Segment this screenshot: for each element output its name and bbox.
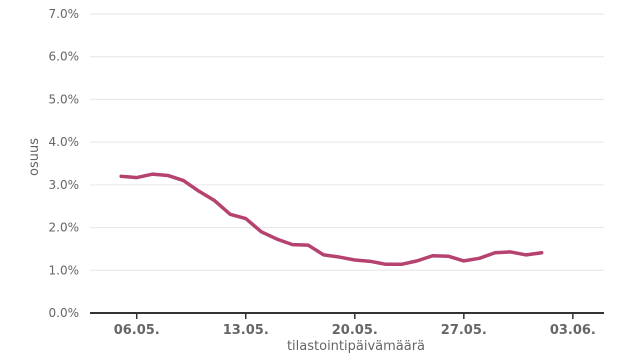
y-tick-label: 1.0%	[49, 263, 80, 277]
y-axis-tick-labels: 0.0% 1.0% 2.0% 3.0% 4.0% 5.0% 6.0% 7.0%	[49, 7, 80, 320]
series-group	[119, 172, 544, 267]
x-tick-label: 13.05.	[223, 323, 269, 338]
x-tick-label: 20.05.	[332, 323, 378, 338]
y-tick-label: 2.0%	[49, 221, 80, 235]
x-tick-label: 06.05.	[114, 323, 160, 338]
x-axis-title: tilastointipäivämäärä	[287, 339, 425, 354]
grid-lines	[90, 13, 604, 271]
x-tick-label: 03.06.	[550, 323, 596, 338]
x-axis: 06.05. 13.05. 20.05. 27.05. 03.06.	[90, 312, 604, 338]
y-tick-label: 0.0%	[49, 306, 80, 320]
y-tick-label: 7.0%	[49, 7, 80, 21]
y-tick-label: 3.0%	[49, 178, 80, 192]
y-tick-label: 6.0%	[49, 50, 80, 64]
x-tick-label: 27.05.	[441, 323, 487, 338]
y-axis-title: osuus	[27, 138, 42, 176]
series-line	[119, 172, 544, 267]
y-tick-label: 4.0%	[49, 135, 80, 149]
y-tick-label: 5.0%	[49, 92, 80, 106]
